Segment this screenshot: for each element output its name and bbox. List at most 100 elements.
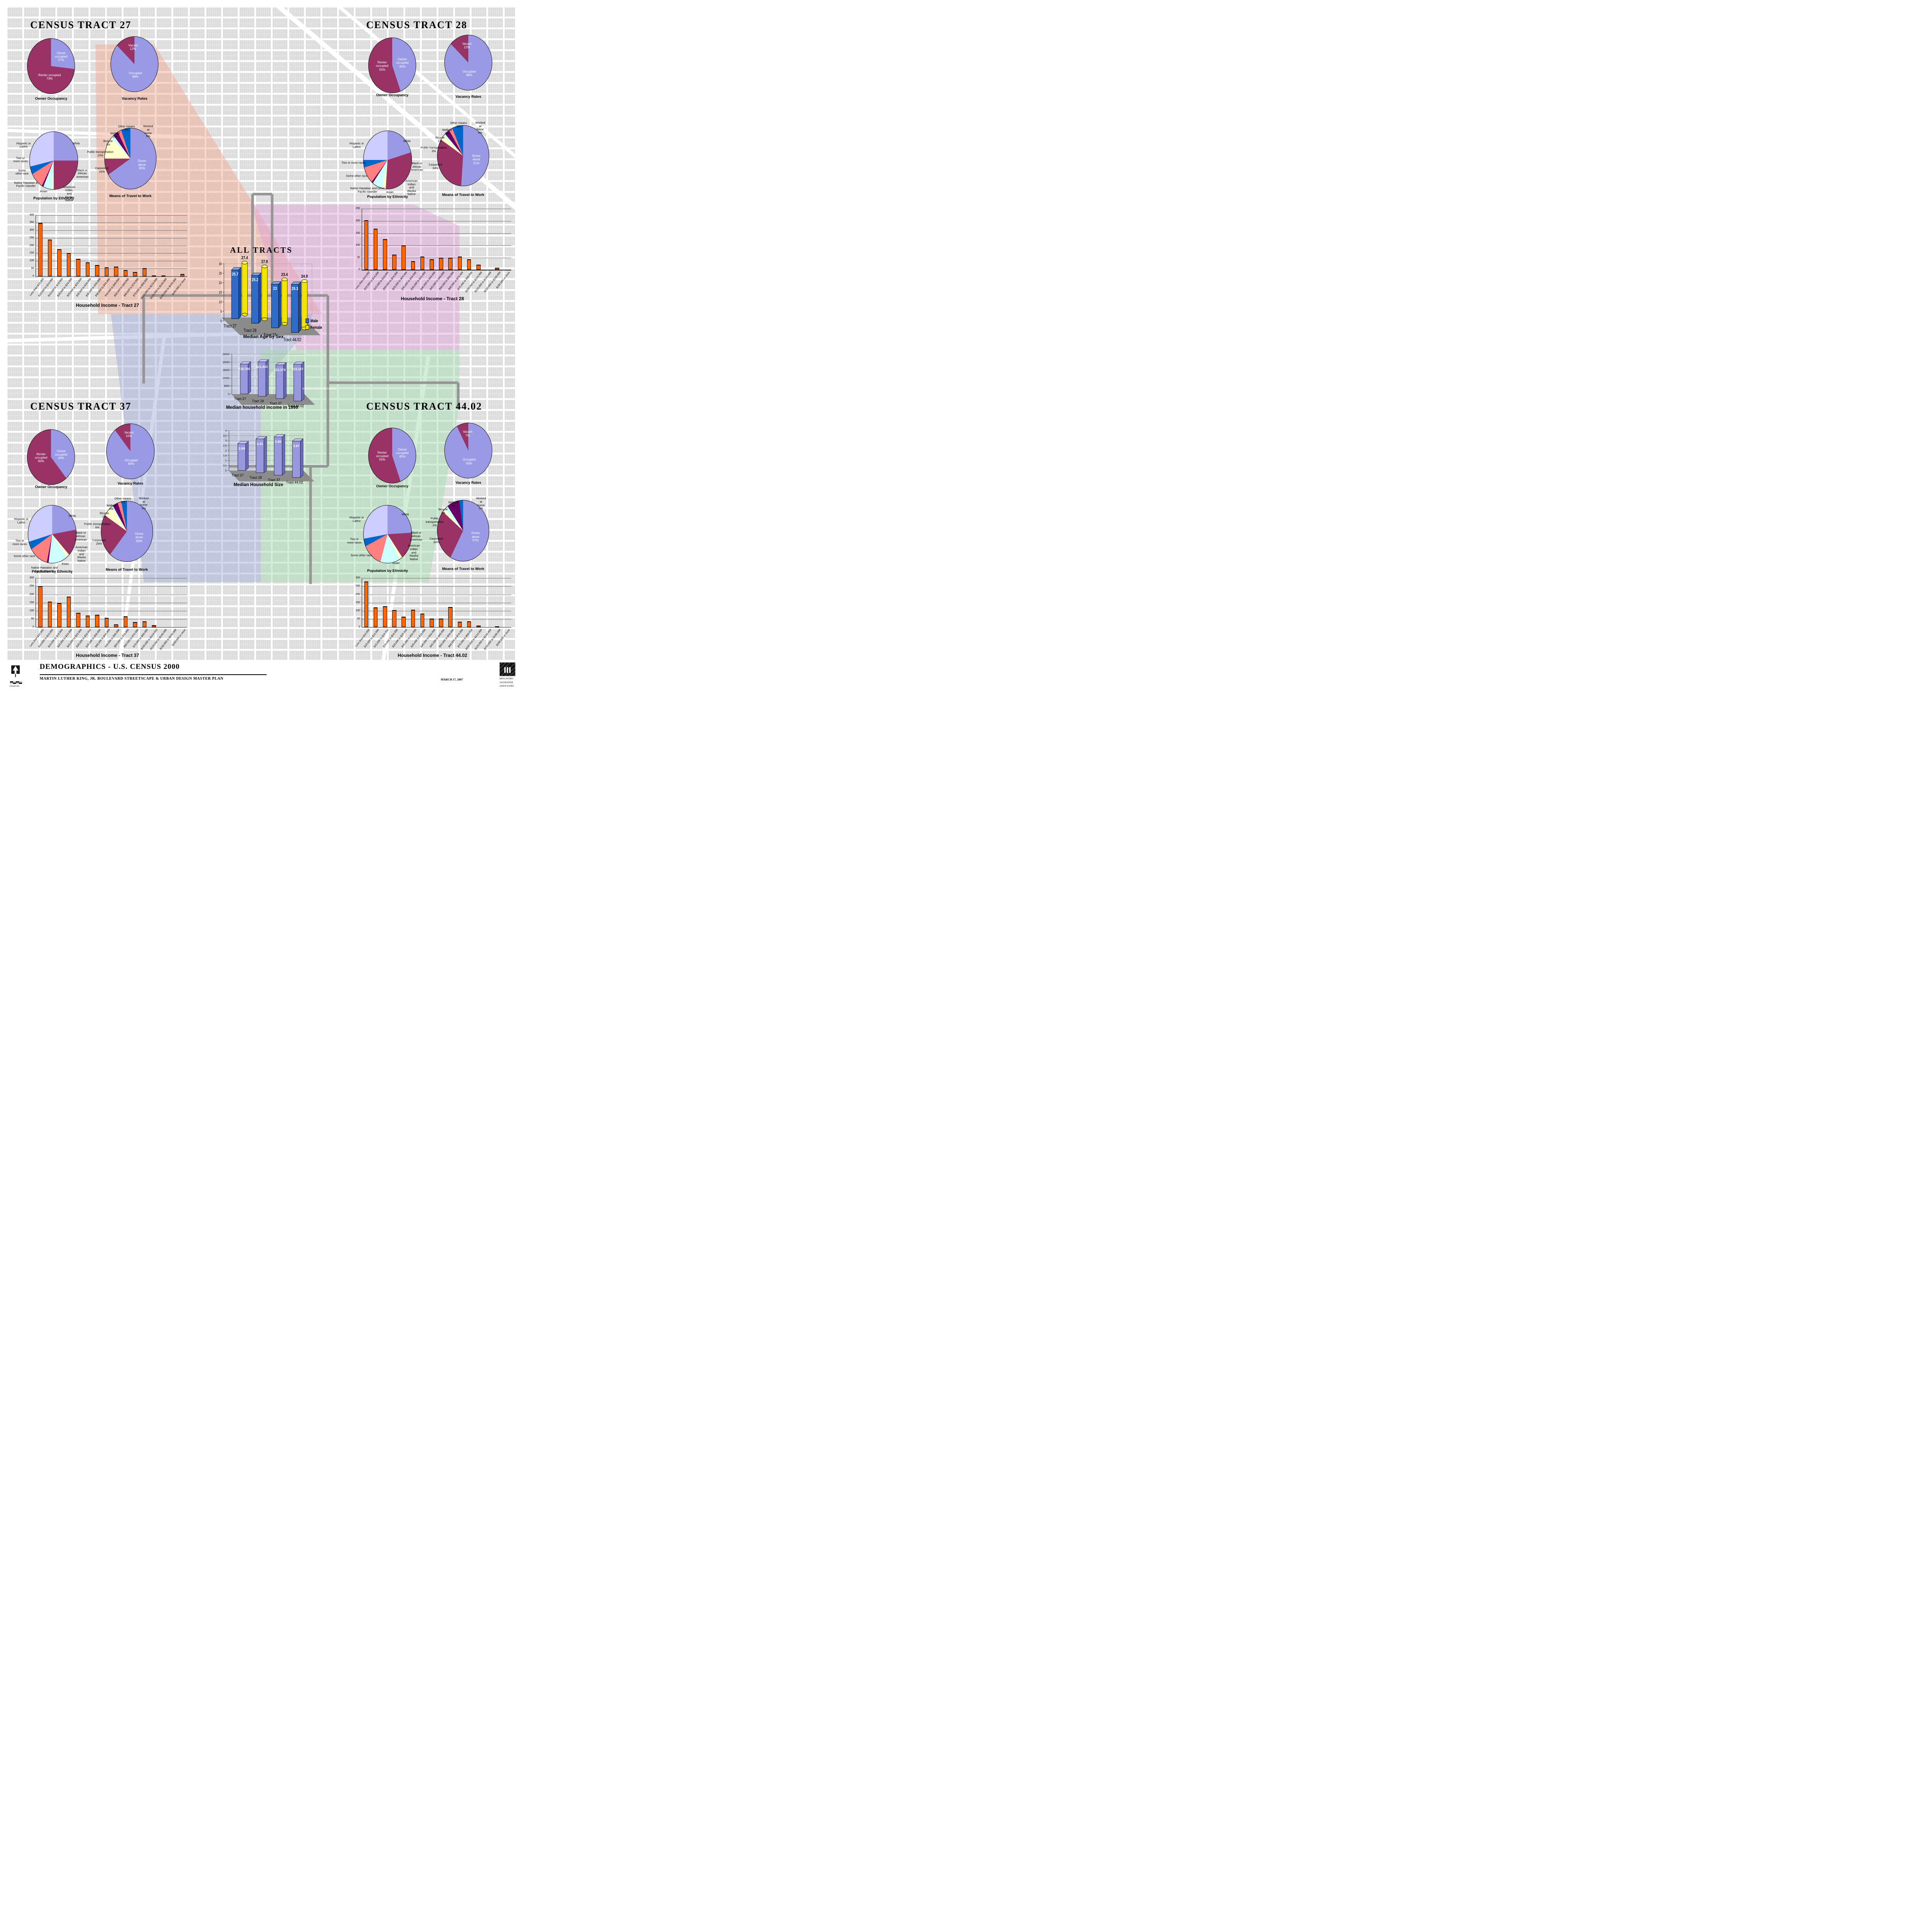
pie-t27_owner: [27, 38, 75, 94]
income-bar: [439, 257, 443, 270]
income-bar: [95, 615, 99, 628]
income-bar: [133, 272, 137, 276]
svg-text:Tract 27: Tract 27: [231, 473, 243, 477]
pie-t28_travel: [437, 125, 490, 187]
pie-label: Native Hawaiian and Other Pacific Island…: [350, 186, 385, 193]
pie-label: Walked 3%: [110, 131, 120, 139]
income-bar: [57, 249, 61, 276]
income-bar: [123, 270, 128, 276]
caption-t27-ethnicity: Population by Ethnicity: [33, 196, 74, 201]
income-bar: [38, 586, 43, 628]
y-tick-label: 50: [31, 617, 34, 621]
svg-text:Female: Female: [310, 325, 322, 330]
pie-label: Asian: [392, 561, 400, 565]
income-bar: [48, 239, 52, 276]
pie-label: White: [401, 513, 409, 517]
pie-label: American Indian and Alaska Native: [63, 185, 75, 202]
title-all-tracts: ALL TRACTS: [230, 245, 293, 255]
chart-t44-travel: Drove alone 57% Carpooled 30% Public trans…: [426, 497, 490, 561]
pie-label: Walked 3%: [442, 128, 452, 135]
svg-text:3: 3: [225, 440, 226, 442]
x-category-label: $100,000 to $124,999: [140, 629, 158, 651]
income-bar: [392, 610, 396, 628]
y-tick-label: 250: [355, 585, 360, 588]
y-tick-label: 0: [358, 626, 360, 629]
y-tick-label: 200: [29, 593, 34, 596]
x-category-label: $150,000 to $199,999: [159, 629, 177, 651]
pie-label: Worked at home 3%: [139, 496, 149, 510]
svg-text:Male: Male: [310, 319, 318, 323]
pie-label: Walked 7%: [448, 500, 458, 508]
svg-text:$21,645: $21,645: [256, 365, 268, 369]
pie-t27_ethnicity: [29, 131, 78, 190]
svg-text:1: 1: [225, 459, 226, 462]
income-bar: [373, 229, 378, 270]
pie-t27_travel: [104, 128, 156, 189]
income-bar: [457, 621, 462, 628]
income-bar: [420, 613, 425, 628]
gridline: [36, 586, 187, 587]
pie-label: Worked at home 6%: [475, 121, 485, 134]
footer-org-line-3: ASSOCIATES: [499, 685, 514, 688]
x-category-label: $125,000 to $149,999: [474, 629, 492, 651]
svg-text:0: 0: [228, 393, 230, 396]
income-bar: [457, 257, 462, 270]
caption-t37-owner: Owner Occupancy: [35, 485, 67, 489]
pie-label: Public transportation 3%: [420, 146, 447, 153]
income-bar: [429, 259, 434, 270]
pie-t44_ethnicity: [363, 505, 412, 563]
chart-household-income-tract-44-02: 0 50 100 150 200 250 300 Less than $10,000 $10,0…: [352, 577, 514, 658]
pie-label: American Indian and Alaska Native: [75, 545, 88, 563]
pie-label: White: [403, 139, 411, 143]
income-bar: [364, 220, 369, 270]
pie-label: Walked 3%: [106, 503, 116, 511]
income-bar: [439, 619, 443, 628]
title-census-tract-27: CENSUS TRACT 27: [30, 19, 131, 31]
y-tick-label: 100: [355, 609, 360, 612]
caption-t44-vacancy: Vacancy Rates: [456, 480, 481, 485]
x-category-label: $125,000 to $149,999: [474, 271, 492, 293]
pie-label: Black or African American: [76, 168, 88, 179]
caption-t28-ethnicity: Population by Ethnicity: [367, 195, 408, 199]
pie-label: Owner occupied 40%: [55, 449, 68, 460]
y-tick-label: 100: [29, 609, 34, 612]
pie-label: Bicycle 1%: [435, 136, 445, 143]
x-axis: [36, 276, 187, 277]
prism-chart-svg: 0 0.5 1 1.5 2 2.5 3 3.5 4 2.69 Tract 27 3.41 Tract 2…: [223, 430, 314, 485]
pie-label: Occupied 93%: [463, 458, 476, 465]
footer-divider: [39, 674, 267, 675]
caption-t37-travel: Means of Travel to Work: [105, 567, 148, 572]
scale-bar-icon: [10, 681, 22, 684]
pie-t44_vacancy: [444, 423, 493, 479]
caption-t28-vacancy: Vacancy Rates: [456, 94, 481, 99]
pie-label: Black or African American: [411, 162, 423, 172]
footer-date: MARCH 17, 2007: [440, 678, 463, 682]
pie-label: Carpooled 34%: [429, 163, 442, 170]
pie-t28_owner: [368, 37, 417, 94]
x-category-label: $150,000 to $199,999: [483, 629, 502, 651]
income-bar: [142, 268, 147, 276]
chart-title: Household Income - Tract 27: [76, 302, 139, 308]
caption-t44-travel: Means of Travel to Work: [442, 567, 485, 571]
svg-text:24.9: 24.9: [301, 274, 308, 279]
income-bar: [364, 581, 369, 628]
income-bar: [495, 626, 499, 628]
pie-label: Occupied 88%: [463, 70, 476, 77]
x-axis: [36, 627, 187, 628]
pie-t37_owner: [27, 429, 75, 485]
title-median-household-income: Median household income in 1999: [226, 405, 298, 410]
y-tick-label: 250: [355, 207, 360, 210]
caption-t27-travel: Means of Travel to Work: [109, 194, 152, 199]
svg-text:Tract 37: Tract 37: [268, 478, 280, 482]
y-tick-label: 150: [355, 231, 360, 235]
x-category-label: $100,000 to $124,999: [464, 629, 483, 651]
x-category-label: $100,000 to $124,999: [464, 271, 483, 293]
y-tick-label: 300: [29, 577, 34, 580]
income-bar: [448, 607, 452, 628]
income-bar: [142, 621, 147, 628]
chart-t27-vacancy: Vacant 12% Occupied 88%: [111, 36, 159, 92]
pie-label: Vacant 7%: [463, 430, 473, 437]
pie-label: Two or more races: [13, 156, 28, 163]
pie-t37_travel: [100, 501, 153, 562]
poster: CENSUS TRACT 27 CENSUS TRACT 28 CENSUS T…: [0, 0, 522, 696]
